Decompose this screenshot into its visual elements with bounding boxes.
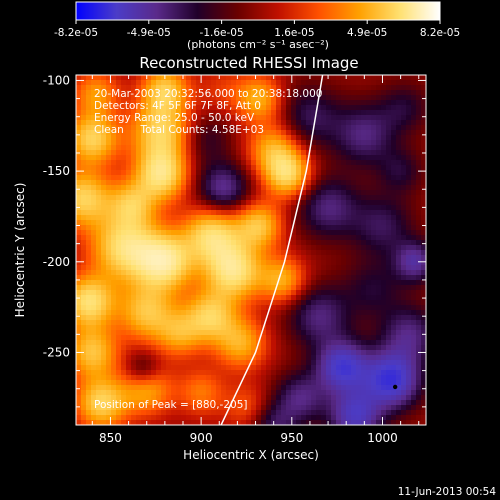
heatmap-image	[76, 75, 426, 425]
x-tick-label: 950	[280, 431, 303, 445]
peak-marker	[392, 384, 398, 390]
x-tick-label: 1000	[367, 431, 398, 445]
annotation-detectors: Detectors: 4F 5F 6F 7F 8F, Att 0	[94, 100, 261, 112]
x-tick-label: 850	[99, 431, 122, 445]
y-axis-label: Heliocentric Y (arcsec)	[13, 183, 27, 318]
annotations: 20-Mar-2003 20:32:56.000 to 20:38:18.000…	[94, 88, 322, 411]
colorbar-tick-label: -8.2e-05	[54, 27, 98, 39]
footer-timestamp: 11-Jun-2013 00:54	[398, 486, 497, 498]
annotation-energy-range: Energy Range: 25.0 - 50.0 keV	[94, 112, 255, 124]
y-tick-label: -250	[43, 345, 70, 359]
x-axis-label: Heliocentric X (arcsec)	[183, 448, 319, 462]
colorbar-tick-label: 4.9e-05	[347, 27, 387, 39]
axes: 850 900 950 1000 -250 -200 -150 -100	[43, 73, 426, 445]
annotation-clean-counts: Clean Total Counts: 4.58E+03	[94, 124, 264, 136]
colorbar-gradient	[75, 1, 441, 21]
chart-title: Reconstructed RHESSI Image	[139, 54, 358, 72]
solar-limb-line	[220, 75, 324, 425]
y-tick-label: -100	[43, 73, 70, 87]
colorbar-tick-label: 1.6e-05	[274, 27, 314, 39]
colorbar: -8.2e-05 -4.9e-05 -1.6e-05 1.6e-05 4.9e-05 8.…	[54, 1, 460, 51]
annotation-peak-position: Position of Peak = [880,-205]	[94, 399, 248, 411]
plot-frame	[75, 74, 427, 426]
colorbar-tick-label: -1.6e-05	[200, 27, 244, 39]
annotation-time-range: 20-Mar-2003 20:32:56.000 to 20:38:18.000	[94, 88, 322, 100]
colorbar-units-label: (photons cm⁻² s⁻¹ asec⁻²)	[187, 38, 329, 51]
colorbar-tick-label: -4.9e-05	[127, 27, 171, 39]
plot-area	[76, 75, 426, 425]
colorbar-tick-label: 8.2e-05	[420, 27, 460, 39]
y-tick-label: -200	[43, 255, 70, 269]
y-tick-label: -150	[43, 164, 70, 178]
x-tick-label: 900	[190, 431, 213, 445]
colorbar-ticks: -8.2e-05 -4.9e-05 -1.6e-05 1.6e-05 4.9e-05 8.…	[54, 20, 460, 39]
